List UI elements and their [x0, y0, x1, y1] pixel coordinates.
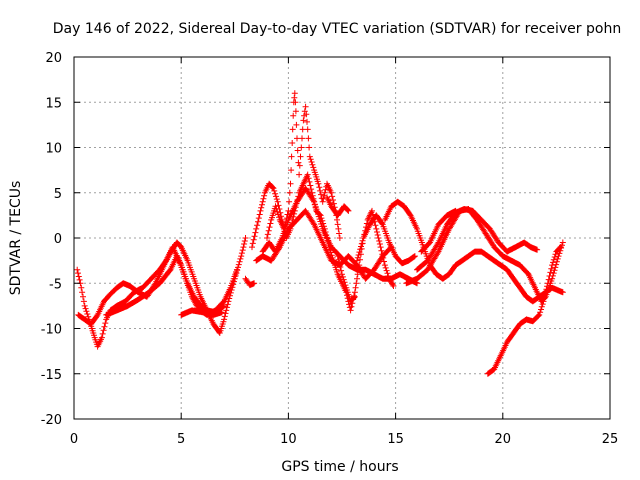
marker-path	[418, 207, 459, 255]
y-tick-label: 15	[45, 96, 62, 111]
y-tick-label: -5	[49, 277, 62, 292]
x-tick-label: 0	[70, 432, 78, 447]
marker-path	[414, 206, 541, 273]
marker-path	[334, 253, 358, 305]
x-tick-label: 5	[177, 432, 185, 447]
marker-path	[324, 194, 352, 219]
y-tick-label: 10	[45, 142, 62, 157]
series-track-11	[334, 253, 358, 305]
series-track-10	[324, 194, 352, 219]
marker-path	[484, 244, 564, 377]
data-markers	[74, 90, 566, 377]
x-axis-label: GPS time / hours	[281, 459, 398, 475]
marker-path	[354, 212, 418, 267]
y-tick-label: 20	[45, 51, 62, 66]
y-tick-label: -20	[41, 413, 62, 428]
marker-path	[259, 185, 421, 287]
y-tick-label: -10	[41, 323, 62, 338]
series-track-5	[242, 275, 258, 289]
series-track-9	[253, 207, 395, 282]
series-track-16	[418, 207, 459, 255]
series-track-12	[354, 212, 418, 267]
marker-path	[253, 207, 395, 282]
x-tick-label: 10	[280, 432, 297, 447]
chart-title: Day 146 of 2022, Sidereal Day-to-day VTE…	[53, 21, 621, 37]
x-tick-label: 15	[387, 432, 404, 447]
marker-path	[242, 275, 258, 289]
y-tick-label: -15	[41, 368, 62, 383]
y-tick-label: 0	[54, 232, 62, 247]
y-tick-label: 5	[54, 187, 62, 202]
marker-path	[178, 307, 225, 318]
series-track-4	[178, 307, 225, 318]
series-track-15	[414, 206, 541, 273]
series-track-17	[484, 244, 564, 377]
y-axis-label: SDTVAR / TECUs	[8, 181, 24, 296]
x-tick-label: 20	[495, 432, 512, 447]
axis-ticks: 0 5 10 15 20 25 -20 -15 -10 -5 0 5 10 15 20	[41, 51, 619, 447]
series-track-8	[259, 185, 421, 287]
x-tick-label: 25	[602, 432, 619, 447]
